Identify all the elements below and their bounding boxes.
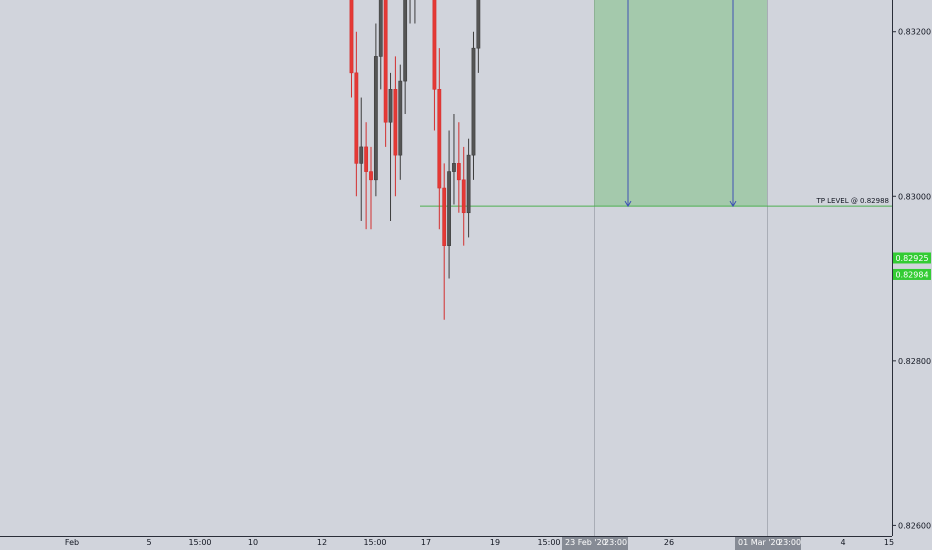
candle bbox=[471, 31, 476, 180]
candles bbox=[349, 0, 481, 320]
candle-body bbox=[378, 0, 383, 57]
candle bbox=[359, 97, 364, 221]
projection-arrows bbox=[624, 0, 737, 208]
price-tick-label: 0.82800 bbox=[898, 357, 931, 366]
time-tick-label: 19 bbox=[490, 538, 500, 547]
time-tick-label: 10 bbox=[248, 538, 258, 547]
candle bbox=[447, 130, 451, 279]
price-badges: 0.844300.844270.842940.8396602:43:180.83… bbox=[893, 252, 931, 280]
arrow-down-icon bbox=[624, 0, 632, 208]
candle bbox=[398, 64, 403, 180]
range-end-date: 01 Mar '20 bbox=[738, 538, 781, 547]
candle-body bbox=[369, 171, 373, 181]
arrow-down-icon bbox=[729, 0, 737, 208]
candle bbox=[452, 114, 456, 205]
candle bbox=[456, 122, 461, 213]
candle bbox=[383, 0, 388, 147]
candle-body bbox=[476, 0, 481, 49]
time-axis[interactable]: Feb 5 15:00 10 12 15:00 17 19 15:00 26 4 15 23 Feb '… bbox=[65, 537, 894, 550]
candle-body bbox=[432, 0, 437, 90]
candle bbox=[403, 0, 408, 114]
candle bbox=[414, 0, 416, 24]
candle bbox=[432, 0, 437, 131]
candle-body bbox=[398, 80, 403, 156]
candle-body bbox=[442, 187, 447, 246]
candle-body bbox=[393, 89, 398, 156]
price-axis[interactable]: 0.856000.854000.852000.850000.848000.846… bbox=[892, 0, 931, 530]
candle-body bbox=[364, 146, 369, 172]
range-end-time: 23:00 bbox=[778, 538, 801, 547]
price-badge: 0.82984 bbox=[893, 268, 931, 280]
candle bbox=[373, 23, 378, 197]
candle bbox=[388, 72, 393, 221]
candle-body bbox=[373, 56, 378, 181]
candle-body bbox=[447, 171, 451, 246]
candle-body bbox=[471, 47, 476, 156]
candle bbox=[461, 146, 466, 246]
candle-body bbox=[437, 89, 442, 189]
price-badge: 0.82925 bbox=[893, 252, 931, 264]
time-tick-label: 26 bbox=[664, 538, 674, 547]
price-badge-text: 0.82984 bbox=[895, 270, 928, 279]
candle bbox=[437, 48, 442, 230]
level-lines bbox=[420, 205, 892, 207]
candle bbox=[442, 163, 447, 320]
candle-body bbox=[388, 89, 393, 123]
candle-body bbox=[359, 146, 364, 164]
candle bbox=[354, 31, 359, 197]
risk-reward-zones bbox=[594, 0, 767, 207]
candle-body bbox=[466, 154, 471, 214]
candle-body bbox=[461, 179, 466, 214]
level-labels: SL LEVEL @ 0.84430MAIN RESISTANCE LEVELE… bbox=[815, 197, 889, 205]
time-tick-label: 17 bbox=[421, 538, 431, 547]
candle-body bbox=[456, 163, 461, 181]
range-start-time: 23:00 bbox=[604, 538, 627, 547]
time-tick-label: 15:00 bbox=[188, 538, 211, 547]
time-tick-label: 15 bbox=[884, 538, 894, 547]
take-profit-zone bbox=[594, 0, 767, 207]
price-badge-text: 0.82925 bbox=[895, 254, 928, 263]
candle bbox=[476, 0, 481, 73]
candle bbox=[466, 138, 471, 238]
price-tick-label: 0.83200 bbox=[898, 28, 931, 37]
time-tick-label: Feb bbox=[65, 538, 79, 547]
candle bbox=[378, 0, 383, 90]
time-tick-label: 12 bbox=[317, 538, 327, 547]
time-tick-label: 15:00 bbox=[363, 538, 386, 547]
candle-body bbox=[403, 0, 408, 82]
time-tick-label: 15:00 bbox=[537, 538, 560, 547]
price-tick-label: 0.82600 bbox=[898, 521, 931, 530]
candle-body bbox=[354, 72, 359, 164]
candle-body bbox=[383, 0, 388, 123]
grid bbox=[594, 0, 768, 536]
time-tick-label: 5 bbox=[146, 538, 151, 547]
time-tick-label: 4 bbox=[840, 538, 845, 547]
candle bbox=[409, 0, 411, 24]
price-tick-label: 0.83000 bbox=[898, 192, 931, 201]
tp-level-label: TP LEVEL @ 0.82988 bbox=[815, 197, 889, 205]
candle bbox=[349, 0, 354, 98]
candle bbox=[369, 146, 373, 230]
candle bbox=[364, 122, 369, 230]
candle-body bbox=[452, 163, 456, 172]
candle-body bbox=[349, 0, 354, 74]
candle bbox=[393, 56, 398, 197]
range-start-date: 23 Feb '20 bbox=[565, 538, 607, 547]
